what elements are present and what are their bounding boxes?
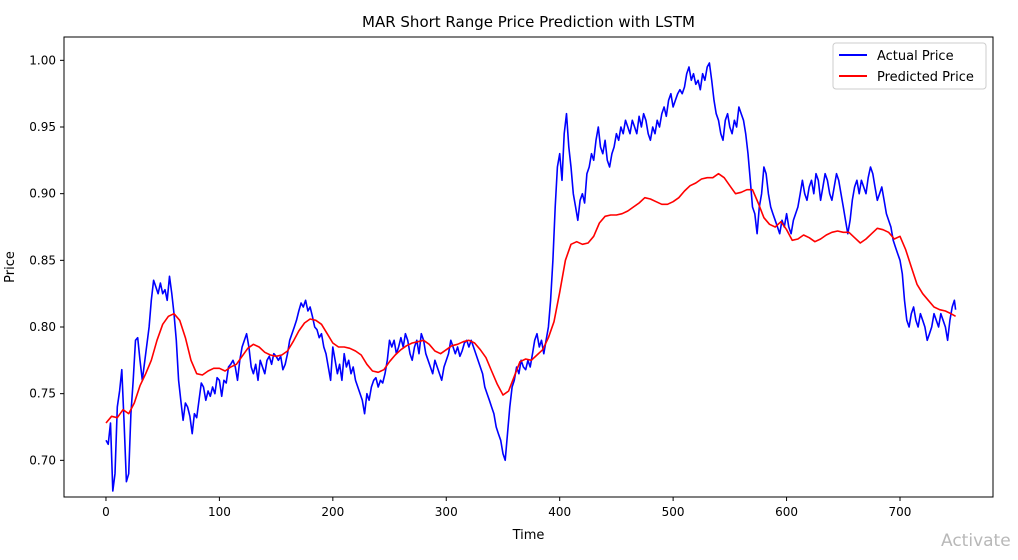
axes-frame [63, 36, 994, 498]
x-axis-label: Time [512, 528, 545, 543]
plot-area [63, 36, 994, 498]
y-tick-label: 1.00 [29, 53, 56, 67]
legend-label-predicted: Predicted Price [877, 70, 974, 85]
x-tick-label: 200 [321, 505, 344, 519]
x-tick-label: 500 [662, 505, 685, 519]
y-axis-ticks: 0.70 0.75 0.80 0.85 0.90 0.95 1.00 [29, 53, 64, 467]
x-tick-label: 400 [548, 505, 571, 519]
chart-title: MAR Short Range Price Prediction with LS… [362, 13, 695, 31]
predicted-price-line [105, 172, 956, 424]
x-tick-label: 300 [435, 505, 458, 519]
y-tick-label: 0.70 [29, 453, 56, 467]
y-axis-label: Price [3, 251, 18, 283]
x-tick-label: 700 [889, 505, 912, 519]
actual-price-line [105, 62, 957, 492]
y-tick-label: 0.85 [29, 253, 56, 267]
watermark-text: Activate [941, 531, 1011, 551]
x-tick-label: 100 [208, 505, 231, 519]
y-tick-label: 0.90 [29, 187, 56, 201]
x-tick-label: 0 [102, 505, 110, 519]
x-axis-ticks: 0 100 200 300 400 500 600 700 [102, 497, 911, 519]
data-lines [105, 62, 957, 492]
legend: Actual Price Predicted Price [832, 42, 987, 90]
legend-box [832, 42, 987, 90]
y-tick-label: 0.75 [29, 387, 56, 401]
legend-label-actual: Actual Price [877, 49, 954, 64]
x-tick-label: 600 [775, 505, 798, 519]
y-tick-label: 0.80 [29, 320, 56, 334]
y-tick-label: 0.95 [29, 120, 56, 134]
